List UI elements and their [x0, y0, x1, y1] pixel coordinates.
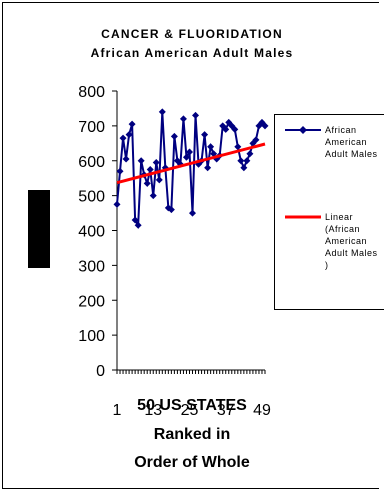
data-point — [152, 158, 160, 166]
x-axis-label-line-2: Ranked in — [153, 426, 231, 443]
x-tick-label: 13 — [144, 402, 162, 419]
data-point — [149, 192, 157, 200]
data-point — [116, 167, 124, 175]
data-point — [137, 157, 145, 165]
data-point — [113, 200, 121, 208]
x-axis-label-line-3: Order of Whole — [134, 454, 250, 471]
data-point — [201, 131, 209, 139]
data-point — [122, 155, 130, 163]
chart-title: CANCER & FLUORIDATION — [101, 27, 283, 41]
y-tick-label: 500 — [78, 189, 105, 206]
chart-legend: African American Adult Males Linear (Afr… — [274, 114, 384, 310]
data-point — [170, 132, 178, 140]
y-tick-label: 100 — [78, 328, 105, 345]
y-tick-label: 300 — [78, 258, 105, 275]
data-point — [143, 179, 151, 187]
data-point — [204, 164, 212, 172]
data-point — [128, 120, 136, 128]
data-point — [234, 143, 242, 151]
data-point — [222, 125, 230, 133]
data-point — [246, 150, 254, 158]
data-point — [155, 176, 163, 184]
data-point — [158, 108, 166, 116]
data-point — [252, 136, 260, 144]
data-point — [179, 115, 187, 123]
legend-entry-trendline: Linear (African American Adult Males ) — [325, 212, 378, 270]
data-point — [182, 153, 190, 161]
data-point — [125, 131, 133, 139]
y-tick-label: 600 — [78, 154, 105, 171]
y-tick-label: 800 — [78, 84, 105, 101]
data-point — [207, 143, 215, 151]
data-point — [231, 125, 239, 133]
legend-entry-series: African American Adult Males — [325, 125, 378, 159]
data-point — [167, 206, 175, 214]
x-tick-label: 25 — [181, 402, 199, 419]
data-point — [237, 157, 245, 165]
x-tick-label: 37 — [217, 402, 235, 419]
data-point — [146, 165, 154, 173]
data-point — [185, 148, 193, 156]
x-tick-label: 49 — [253, 402, 271, 419]
y-tick-label: 200 — [78, 293, 105, 310]
data-point — [261, 122, 269, 130]
trendline — [116, 142, 266, 185]
data-point — [119, 134, 127, 142]
x-axis-label-line-1: 50 US STATES — [137, 397, 247, 414]
data-point — [240, 164, 248, 172]
data-point — [131, 216, 139, 224]
y-tick-label: 700 — [78, 119, 105, 136]
chart-subtitle: African American Adult Males — [90, 46, 294, 60]
legend-swatch-diamond-icon — [299, 126, 307, 134]
data-point — [243, 157, 251, 165]
x-tick-label: 1 — [113, 402, 122, 419]
data-point — [192, 111, 200, 119]
data-point — [189, 209, 197, 217]
data-point — [134, 221, 142, 229]
y-tick-label: 0 — [96, 363, 105, 380]
y-tick-label: 400 — [78, 224, 105, 241]
y-axis-label-block — [28, 190, 50, 268]
